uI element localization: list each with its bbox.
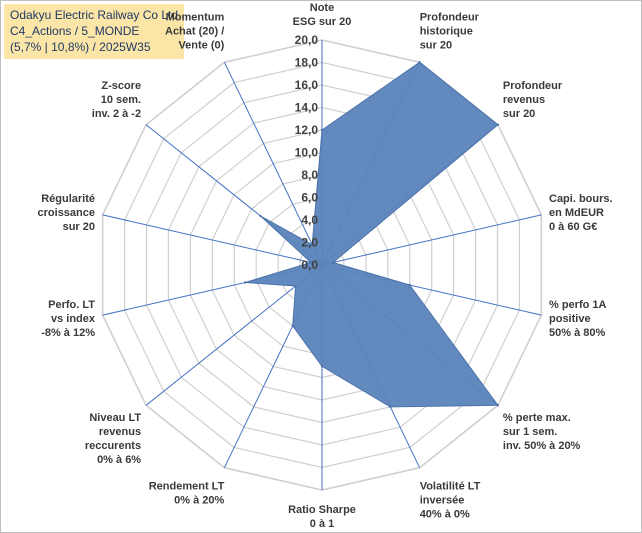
data-point <box>331 261 335 264</box>
axis-label-line: 0% à 20% <box>174 494 224 506</box>
data-point <box>244 281 247 284</box>
axis-label-line: Perfo. LT <box>48 299 95 311</box>
data-point <box>311 243 314 246</box>
tick-label: 16,0 <box>295 78 319 92</box>
data-point <box>259 214 262 218</box>
axis-label: Rendement LT 0% à 20% <box>149 480 225 506</box>
axis-label-line: Rendement LT <box>149 480 225 492</box>
axis-label-line: Profondeur <box>420 12 480 24</box>
axis-label-line: 40% à 0% <box>420 508 470 520</box>
data-point <box>496 404 500 407</box>
axis-label: Capi. bours. en MdEUR 0 à 60 G€ <box>549 193 613 233</box>
data-point <box>294 284 297 288</box>
axis-label-line: Achat (20) / <box>165 26 224 38</box>
axis-label-line: inversée <box>420 494 465 506</box>
axis-label-line: Profondeur <box>503 80 563 92</box>
tick-label: 20,0 <box>295 33 319 47</box>
axis-label: Perfo. LT vs index -8% à 12% <box>41 299 96 339</box>
axis-label-line: Niveau LT <box>89 412 141 424</box>
axis-label-line: Vente (0) <box>178 40 224 52</box>
tick-label: 2,0 <box>301 236 318 250</box>
axis-label-line: 10 sem. <box>101 94 141 106</box>
axis-label-line: croissance <box>38 207 95 219</box>
tick-label: 4,0 <box>301 213 318 227</box>
axis-label-line: Régularité <box>41 193 95 205</box>
axis-label: Profondeur historique sur 20 <box>420 12 480 52</box>
axis-label-line: sur 20 <box>420 40 452 52</box>
tick-label: 0,0 <box>301 258 318 272</box>
axis-label-line: sur 20 <box>503 108 535 120</box>
axis-label-line: positive <box>549 313 591 325</box>
axis-label: Profondeur revenus sur 20 <box>503 80 563 120</box>
tick-label: 6,0 <box>301 191 318 205</box>
axis-label-line: revenus <box>503 94 545 106</box>
data-area <box>245 61 499 408</box>
axis-label-line: % perfo 1A <box>549 299 607 311</box>
axis-label-line: Capi. bours. <box>549 193 613 205</box>
tick-label: 12,0 <box>295 123 319 137</box>
axis-label-line: revenus <box>99 426 141 438</box>
axis-label: Note ESG sur 20 <box>293 2 352 28</box>
axis-spoke <box>321 214 542 266</box>
data-point <box>496 123 500 126</box>
title-line-stats: (5,7% | 10,8%) / 2025W35 <box>10 40 151 54</box>
axis-label-line: reccurents <box>85 440 141 452</box>
tick-label: 8,0 <box>301 168 318 182</box>
axis-label-line: 0% à 6% <box>97 454 141 466</box>
axis-spoke <box>102 214 323 266</box>
axis-label-line: en MdEUR <box>549 207 604 219</box>
data-point <box>389 405 392 409</box>
axis-label: Momentum Achat (20) / Vente (0) <box>165 12 225 52</box>
axis-label-line: 0 à 60 G€ <box>549 221 597 233</box>
axis-label-line: 0 à 1 <box>310 518 334 530</box>
chart-title-box: Odakyu Electric Railway Co Ltd C4_Action… <box>4 4 185 59</box>
axis-label-line: Z-score <box>101 80 141 92</box>
axis-label-line: sur 1 sem. <box>503 426 557 438</box>
data-point <box>418 61 421 64</box>
tick-label: 14,0 <box>295 101 319 115</box>
axis-label-line: Note <box>310 2 334 14</box>
axis-label: Volatilité LT inversée 40% à 0% <box>420 480 481 520</box>
tick-label: 10,0 <box>295 146 319 160</box>
axis-label-line: historique <box>420 26 473 38</box>
axis-label-line: -8% à 12% <box>41 327 95 339</box>
axis-label-line: inv. 50% à 20% <box>503 440 581 452</box>
axis-label: % perte max. sur 1 sem. inv. 50% à 20% <box>503 412 581 452</box>
axis-label: Régularité croissance sur 20 <box>38 193 95 233</box>
axis-label: Niveau LT revenus reccurents 0% à 6% <box>85 412 142 466</box>
data-point <box>320 128 324 132</box>
axis-spoke <box>223 62 323 266</box>
data-point <box>320 365 324 368</box>
axis-label: Ratio Sharpe 0 à 1 <box>288 504 356 530</box>
axis-label-line: inv. 2 à -2 <box>92 108 141 120</box>
data-point <box>309 261 313 264</box>
axis-label-line: Volatilité LT <box>420 480 481 492</box>
axis-label-line: 50% à 80% <box>549 327 605 339</box>
axis-label-line: % perte max. <box>503 412 571 424</box>
title-line-category: C4_Actions / 5_MONDE <box>10 24 140 38</box>
axis-label-line: Ratio Sharpe <box>288 504 356 516</box>
axis-label-line: vs index <box>51 313 96 325</box>
data-point <box>291 324 294 327</box>
axis-label-line: Momentum <box>166 12 225 24</box>
axis-label-line: sur 20 <box>63 221 95 233</box>
axis-label-line: ESG sur 20 <box>293 16 352 28</box>
axis-label: % perfo 1A positive 50% à 80% <box>549 299 607 339</box>
title-line-company: Odakyu Electric Railway Co Ltd <box>10 8 179 22</box>
axis-spoke <box>145 264 323 406</box>
axis-label: Z-score 10 sem. inv. 2 à -2 <box>92 80 141 120</box>
data-point <box>408 283 411 287</box>
tick-label: 18,0 <box>295 56 319 70</box>
